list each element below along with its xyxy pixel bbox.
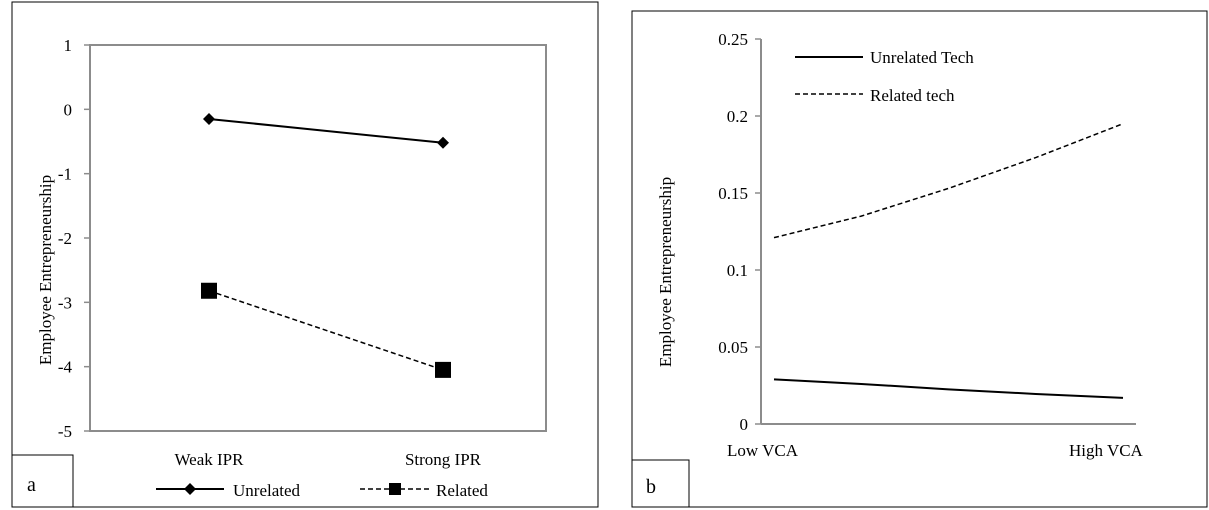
panel-a-y-ticks: 1 0 -1 -2 -3 -4 -5 [58,36,90,441]
panel-b-x-low-label: Low VCA [727,441,799,460]
panel-a-plot-area [89,44,547,432]
a-y-tick-label: -4 [58,358,73,377]
b-y-tick-label: 0.25 [718,30,748,49]
b-series-line [773,123,1124,239]
panel-a-series [201,112,451,378]
a-x-tick-label: Weak IPR [175,450,245,469]
legend-unrelated-label: Unrelated [233,481,301,500]
panel-b-x-high-label: High VCA [1069,441,1144,460]
b-y-tick-label: 0 [740,415,749,434]
legend-related-tech-label: Related tech [870,86,955,105]
panel-b-label: b [646,476,656,498]
panel-b-y-axis-label: Employee Entrepreneurship [656,177,675,367]
panel-b-label-box [631,459,690,508]
panel-b-series [773,123,1124,399]
a-y-tick-label: -2 [58,229,72,248]
legend-related-square-marker [389,483,401,495]
panel-a-label-box [11,454,74,508]
b-y-tick-label: 0.05 [718,338,748,357]
panel-b-legend: Unrelated Tech Related tech [795,48,974,105]
panel-a-legend: Unrelated Related [156,481,488,500]
a-y-tick-label: 0 [64,100,73,119]
b-y-tick-label: 0.15 [718,184,748,203]
panel-a: 1 0 -1 -2 -3 -4 -5 Employee Entrepreneurship W… [11,1,599,508]
b-y-tick-label: 0.1 [727,261,748,280]
a-y-tick-label: -1 [58,165,72,184]
panel-b: 0.25 0.2 0.15 0.1 0.05 0 Employee Entrepreneu… [631,10,1208,508]
a-y-tick-label: 1 [64,36,73,55]
panel-a-x-ticks: Weak IPR Strong IPR [175,450,482,469]
legend-unrelated-diamond-marker [184,483,196,495]
a-data-point-square [201,282,217,299]
legend-unrelated-tech-label: Unrelated Tech [870,48,974,67]
panel-a-y-axis-label: Employee Entrepreneurship [36,175,55,365]
a-data-point-square [435,361,451,378]
panel-b-border [631,10,1208,508]
panel-a-label: a [27,474,36,496]
a-data-point-diamond [437,136,449,149]
b-y-tick-label: 0.2 [727,107,748,126]
a-y-tick-label: -3 [58,293,72,312]
panel-b-y-ticks: 0.25 0.2 0.15 0.1 0.05 0 [718,30,761,434]
panel-a-border [11,1,599,508]
b-series-line [773,378,1124,399]
a-x-tick-label: Strong IPR [405,450,482,469]
a-series-line [208,290,444,371]
a-series-line [208,117,444,144]
legend-related-label: Related [436,481,488,500]
a-y-tick-label: -5 [58,422,72,441]
a-data-point-diamond [203,112,215,125]
